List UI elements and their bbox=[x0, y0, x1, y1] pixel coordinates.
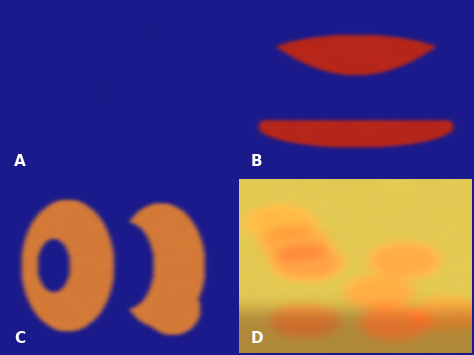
Text: D: D bbox=[251, 331, 264, 346]
Text: A: A bbox=[14, 154, 26, 169]
Text: B: B bbox=[251, 154, 263, 169]
Text: C: C bbox=[14, 331, 25, 346]
